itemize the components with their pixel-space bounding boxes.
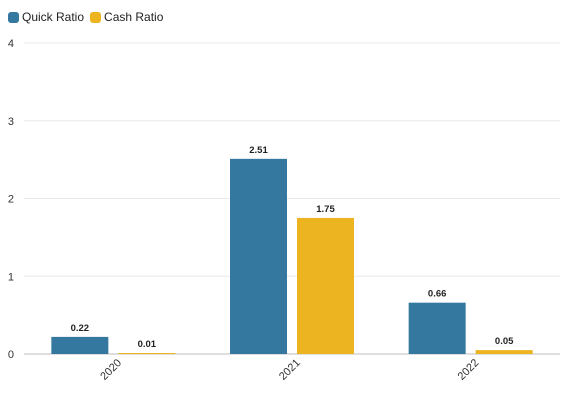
y-tick-label: 4: [8, 38, 14, 50]
y-tick-label: 3: [8, 116, 14, 128]
x-tick-label: 2022: [456, 357, 482, 383]
quick-ratio-swatch: [8, 11, 19, 23]
x-tick-label: 2020: [98, 357, 124, 383]
bar-quick-ratio-2022[interactable]: [408, 302, 466, 354]
data-label: 1.75: [316, 204, 335, 215]
legend-label-quick-ratio: Quick Ratio: [22, 10, 85, 24]
bar-quick-ratio-2021[interactable]: [230, 158, 287, 354]
y-tick-label: 2: [8, 194, 14, 206]
data-label: 2.51: [249, 145, 268, 156]
data-labels: 0.22 0.01 2.51 1.75 0.66 0.05: [71, 145, 515, 350]
y-tick-label: 1: [8, 271, 14, 283]
data-label: 0.01: [138, 339, 157, 350]
legend-label-cash-ratio: Cash Ratio: [104, 10, 164, 24]
bar-cash-ratio-2021[interactable]: [297, 217, 354, 354]
bar-cash-ratio-2020[interactable]: [118, 353, 176, 354]
y-axis: 0 1 2 3 4: [8, 38, 14, 361]
cash-ratio-swatch: [90, 11, 102, 23]
legend-item-cash-ratio[interactable]: Cash Ratio: [90, 10, 163, 24]
bar-quick-ratio-2020[interactable]: [51, 336, 109, 354]
data-label: 0.05: [495, 336, 514, 347]
data-label: 0.22: [71, 323, 90, 334]
x-axis: 2020 2021 2022: [98, 357, 481, 383]
legend: Quick Ratio Cash Ratio: [8, 9, 163, 25]
bar-cash-ratio-2022[interactable]: [475, 350, 533, 354]
data-label: 0.66: [428, 289, 447, 300]
grid-lines: [24, 42, 560, 355]
legend-item-quick-ratio[interactable]: Quick Ratio: [8, 10, 84, 24]
y-tick-label: 0: [8, 349, 14, 361]
bars: [51, 158, 533, 354]
x-tick-label: 2021: [277, 357, 303, 383]
